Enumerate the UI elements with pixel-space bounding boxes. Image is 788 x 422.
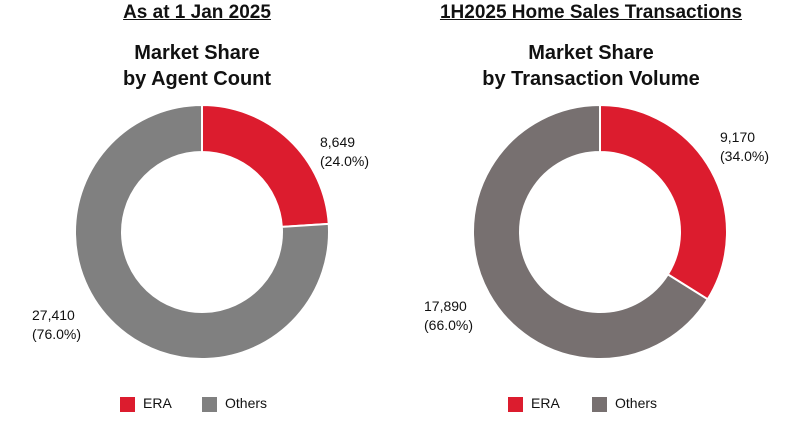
others-percent-label: (76.0%) (32, 326, 82, 342)
others-percent-label: (66.0%) (424, 317, 474, 333)
chart-title-line: by Transaction Volume (482, 68, 700, 90)
legend-label-others: Others (225, 395, 268, 411)
chart-title-line: Market Share (528, 42, 654, 64)
chart-legend: ERA Others (120, 395, 300, 413)
legend-label-era: ERA (143, 395, 172, 411)
others-value-label: 27,410 (32, 307, 75, 323)
panel-heading: As at 1 Jan 2025 (123, 2, 271, 23)
legend-label-era: ERA (531, 395, 560, 411)
donut-slice-others (472, 104, 710, 360)
agent-count-donut-chart (74, 104, 330, 360)
era-slice-label: 8,649 (24.0%) (320, 133, 369, 171)
chart-title-line: Market Share (134, 42, 260, 64)
era-percent-label: (24.0%) (320, 153, 370, 169)
legend-swatch-others (202, 397, 217, 412)
donut-slice-era (599, 104, 728, 301)
era-value-label: 9,170 (720, 129, 756, 145)
transaction-volume-donut-chart (472, 104, 728, 360)
era-value-label: 8,649 (320, 134, 356, 150)
transaction-volume-panel: 1H2025 Home Sales Transactions Market Sh… (394, 0, 788, 422)
legend-swatch-era (508, 397, 523, 412)
donut-slice-era (201, 104, 330, 228)
others-value-label: 17,890 (424, 298, 467, 314)
others-slice-label: 27,410 (76.0%) (32, 306, 81, 344)
others-slice-label: 17,890 (66.0%) (424, 297, 473, 335)
chart-title-line: by Agent Count (122, 68, 272, 90)
era-slice-label: 9,170 (34.0%) (720, 128, 769, 166)
agent-count-panel: As at 1 Jan 2025 Market Share by Agent C… (0, 2, 394, 413)
legend-label-others: Others (615, 395, 658, 411)
panel-heading: 1H2025 Home Sales Transactions (439, 2, 743, 23)
donut-slice-others (74, 104, 330, 360)
legend-swatch-era (120, 397, 135, 412)
chart-title: Market Share by Agent Count (0, 40, 394, 92)
chart-title: Market Share by Transaction Volume (394, 40, 788, 92)
era-percent-label: (34.0%) (720, 148, 770, 164)
legend-swatch-others (592, 397, 607, 412)
chart-legend: ERA Others (508, 395, 688, 413)
